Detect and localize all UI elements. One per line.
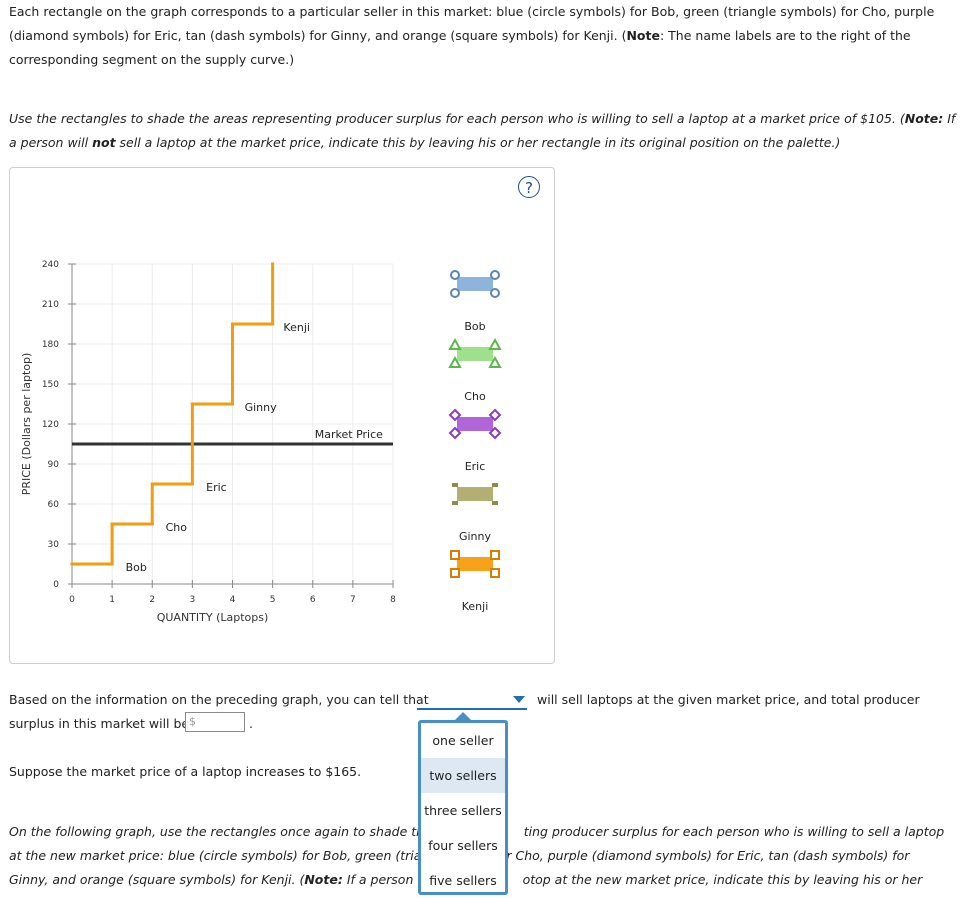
diamond-handle-icon: [488, 408, 502, 422]
y-tick-label: 90: [48, 460, 60, 470]
question1-text-tail: will sell laptops at the given market pr…: [537, 692, 920, 707]
palette-rect-eric[interactable]: [448, 408, 502, 440]
dollar-prefix: $: [189, 715, 196, 728]
sellers-dropdown-menu: one seller two sellers three sellers four s…: [418, 720, 508, 895]
circle-handle-icon: [490, 270, 500, 280]
graph-panel: 0 1 2 3 4 5 6 7 8 0 30 60 90 120 150 180 210 240 QUANTITY …: [9, 167, 555, 664]
palette-fill: [457, 557, 493, 571]
palette-label-eric: Eric: [465, 460, 486, 473]
y-tick-label: 60: [48, 500, 60, 510]
chevron-down-icon: [513, 696, 525, 703]
y-tick-label: 0: [53, 580, 59, 590]
diamond-handle-icon: [448, 426, 462, 440]
question2-text: Suppose the market price of a laptop inc…: [9, 764, 362, 779]
x-axis-label: QUANTITY (Laptops): [157, 611, 269, 624]
triangle-handle-icon: [448, 355, 462, 368]
palette-label-kenji: Kenji: [462, 600, 489, 613]
segment-label-eric: Eric: [206, 481, 227, 494]
y-tick-label: 210: [42, 300, 59, 310]
palette-rect-ginny[interactable]: [452, 483, 498, 505]
triangle-handle-icon: [448, 337, 462, 350]
period: .: [249, 716, 253, 731]
x-tick-label: 4: [230, 595, 236, 605]
dropdown-option[interactable]: two sellers: [421, 758, 505, 793]
palette-rect-kenji[interactable]: [450, 550, 500, 578]
dash-handle-icon: [492, 483, 498, 487]
y-tick-label: 30: [48, 540, 60, 550]
supply-chart: 0 1 2 3 4 5 6 7 8 0 30 60 90 120 150 180 210 240 QUANTITY …: [20, 260, 502, 624]
y-tick-label: 150: [42, 380, 59, 390]
note-label: Note: [626, 28, 660, 43]
y-tick-label: 180: [42, 340, 59, 350]
palette-fill: [457, 417, 493, 431]
x-tick-label: 3: [190, 595, 196, 605]
palette-label-cho: Cho: [464, 390, 486, 403]
x-tick-label: 8: [390, 595, 396, 605]
palette-fill: [457, 347, 493, 361]
y-tick-label: 240: [42, 260, 59, 270]
instruction-paragraph: Use the rectangles to shade the areas re…: [9, 111, 956, 150]
palette-rect-bob[interactable]: [450, 270, 500, 298]
segment-label-bob: Bob: [126, 561, 147, 574]
triangle-handle-icon: [488, 337, 502, 350]
diamond-handle-icon: [488, 426, 502, 440]
y-tick-label: 120: [42, 420, 59, 430]
x-tick-label: 5: [270, 595, 276, 605]
segment-label-cho: Cho: [166, 521, 188, 534]
palette-rect-cho[interactable]: [448, 337, 502, 368]
instruction2-paragraph: On the following graph, use the rectangl…: [9, 824, 945, 887]
circle-handle-icon: [490, 288, 500, 298]
question1-line2: surplus in this market will be: [9, 716, 190, 731]
triangle-handle-icon: [488, 355, 502, 368]
sellers-dropdown[interactable]: [417, 688, 527, 710]
square-handle-icon: [490, 550, 500, 560]
square-handle-icon: [490, 568, 500, 578]
x-tick-label: 7: [350, 595, 356, 605]
x-tick-label: 0: [69, 595, 75, 605]
market-price-label: Market Price: [315, 428, 383, 441]
palette-label-bob: Bob: [464, 320, 485, 333]
dropdown-option[interactable]: three sellers: [424, 803, 502, 818]
question1-text: Based on the information on the precedin…: [9, 692, 429, 707]
help-icon[interactable]: ?: [518, 176, 540, 198]
not-emphasis: not: [92, 135, 116, 150]
intro-paragraph: Each rectangle on the graph corresponds …: [9, 4, 935, 67]
dash-handle-icon: [452, 501, 458, 505]
menu-caret: [455, 712, 471, 720]
segment-label-ginny: Ginny: [245, 401, 278, 414]
palette-fill: [457, 487, 493, 501]
dropdown-option[interactable]: four sellers: [428, 838, 498, 853]
dropdown-option[interactable]: one seller: [432, 733, 494, 748]
segment-label-kenji: Kenji: [283, 321, 310, 334]
circle-handle-icon: [450, 288, 460, 298]
y-axis-label: PRICE (Dollars per laptop): [20, 353, 33, 496]
producer-surplus-input[interactable]: $: [185, 712, 245, 732]
dash-handle-icon: [452, 483, 458, 487]
palette-label-ginny: Ginny: [459, 530, 492, 543]
x-tick-label: 2: [149, 595, 155, 605]
x-tick-label: 6: [310, 595, 316, 605]
circle-handle-icon: [450, 270, 460, 280]
dash-handle-icon: [492, 501, 498, 505]
square-handle-icon: [450, 568, 460, 578]
palette-fill: [457, 277, 493, 291]
diamond-handle-icon: [448, 408, 462, 422]
x-tick-label: 1: [109, 595, 115, 605]
square-handle-icon: [450, 550, 460, 560]
dropdown-option[interactable]: five sellers: [429, 873, 497, 888]
note-label: Note:: [904, 111, 944, 126]
